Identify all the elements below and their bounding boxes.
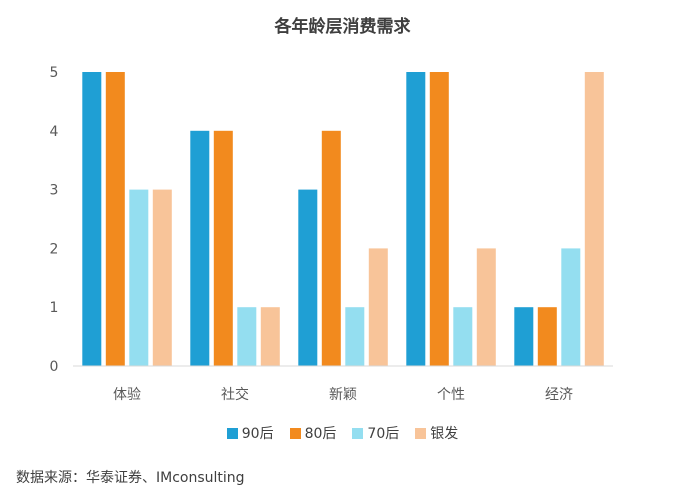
bar-1-1 xyxy=(82,72,102,366)
legend-item-70s: 70后 xyxy=(352,423,399,443)
bar-3-2 xyxy=(237,307,257,366)
y-axis-ticks: 0 1 2 3 4 5 xyxy=(50,65,59,375)
y-tick-label: 3 xyxy=(50,183,59,199)
bar-2-2 xyxy=(213,130,233,366)
legend-swatch-70s xyxy=(352,427,364,439)
y-tick-label: 4 xyxy=(50,124,59,140)
bar-4-1 xyxy=(152,189,172,366)
bar-1-2 xyxy=(190,130,210,366)
legend-swatch-90s xyxy=(226,427,238,439)
bar-3-1 xyxy=(129,189,149,366)
legend-label-70s: 70后 xyxy=(367,426,400,442)
legend-label-80s: 80后 xyxy=(304,426,337,442)
x-tick-label: 个性 xyxy=(437,387,465,403)
bar-2-1 xyxy=(105,72,125,366)
y-tick-label: 5 xyxy=(50,65,59,81)
bar-2-3 xyxy=(321,130,341,366)
bar-4-3 xyxy=(368,248,388,366)
source-note: 数据来源：华泰证券、IMconsulting xyxy=(16,470,245,486)
y-tick-label: 0 xyxy=(50,359,59,375)
y-tick-label: 1 xyxy=(50,300,59,316)
bar-3-4 xyxy=(453,307,473,366)
bar-1-3 xyxy=(298,189,318,366)
x-tick-label: 新颖 xyxy=(329,387,357,403)
y-tick-label: 2 xyxy=(50,241,59,257)
x-axis-ticks: 体验 社交 新颖 个性 经济 xyxy=(113,386,573,403)
bar-3-3 xyxy=(345,307,365,366)
legend-swatch-80s xyxy=(289,427,301,439)
x-tick-label: 经济 xyxy=(545,387,573,403)
legend-label-silver: 银发 xyxy=(430,426,459,442)
bar-4-4 xyxy=(476,248,496,366)
bar-1-5 xyxy=(514,307,534,366)
bar-2-5 xyxy=(537,307,557,366)
x-tick-label: 体验 xyxy=(113,387,141,403)
bars-group xyxy=(82,72,604,366)
bar-4-5 xyxy=(584,72,604,366)
bar-1-4 xyxy=(406,72,426,366)
bar-4-2 xyxy=(260,307,280,366)
legend-label-90s: 90后 xyxy=(241,426,274,442)
legend-item-90s: 90后 xyxy=(226,423,274,443)
chart-title: 各年龄层消费需求 xyxy=(274,17,411,37)
bar-2-4 xyxy=(429,72,449,366)
bar-3-5 xyxy=(561,248,581,366)
legend-item-silver: 银发 xyxy=(415,423,458,443)
legend-swatch-silver xyxy=(415,427,427,439)
x-tick-label: 社交 xyxy=(221,386,249,403)
legend-item-80s: 80后 xyxy=(289,423,337,443)
legend: 90后 80后 70后 银发 xyxy=(0,423,685,443)
